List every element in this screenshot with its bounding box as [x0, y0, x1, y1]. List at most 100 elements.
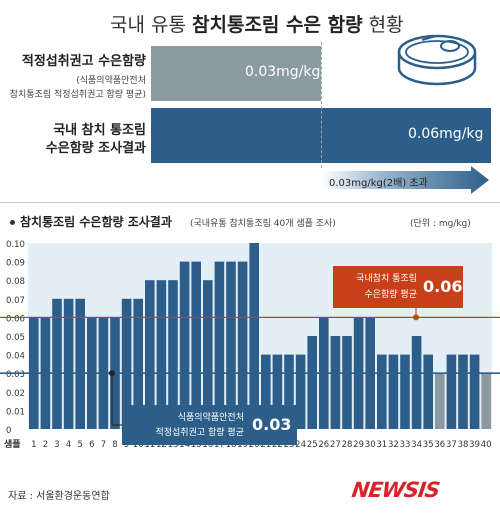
bar-sample-20	[249, 243, 259, 429]
x-tick-label: 18	[226, 440, 237, 450]
x-tick-label: 12	[156, 440, 167, 450]
bar-sample-16	[203, 280, 213, 429]
x-tick-label: 40	[481, 440, 492, 450]
x-tick-label: 13	[168, 440, 179, 450]
bar-sample-36	[435, 373, 445, 429]
bar-sample-39	[469, 354, 480, 429]
average-annotation-box: 국내참치 통조림 수은함량 평균 0.06	[333, 266, 463, 308]
x-tick-label: 14	[179, 440, 190, 450]
page-title: 국내 유통 참치통조림 수은 함량 현황	[110, 10, 404, 37]
y-tick-label: 0.02	[6, 389, 25, 399]
row1-sublabel-2: 참치통조림 적정섭취권고 함량 평균)	[9, 90, 146, 100]
section-title: 참치통조림 수은함량 조사결과	[20, 215, 172, 229]
y-tick-label: 0.03	[6, 370, 25, 380]
row2-label-1: 국내 참치 통조림	[53, 123, 146, 138]
bar-sample-40	[481, 373, 491, 429]
average-marker-dot	[413, 314, 419, 321]
bar-sample-38	[458, 354, 468, 429]
x-tick-label: 16	[202, 440, 213, 450]
x-tick-label: 32	[388, 440, 399, 450]
section-divider	[0, 202, 500, 203]
y-tick-label: 0.07	[6, 296, 25, 306]
recommended-annotation-box: 식품의약품안전처 적정섭취권고 함량 평균 0.03	[122, 405, 297, 445]
bar-sample-32	[388, 354, 399, 429]
x-tick-label: 6	[89, 440, 94, 450]
x-tick-label: 9	[124, 440, 129, 450]
bar-sample-13	[168, 280, 178, 429]
y-tick-label: 0.10	[6, 240, 25, 250]
section-bullet	[10, 220, 15, 225]
survey-bar-value: 0.06mg/kg	[408, 126, 484, 142]
bar-sample-21	[261, 354, 271, 429]
recommended-box-value: 0.03	[252, 415, 292, 434]
x-tick-label: 30	[365, 440, 376, 450]
tuna-can-icon	[397, 34, 477, 86]
y-tick-label: 0.09	[6, 259, 25, 269]
x-axis-label: 샘플	[4, 438, 21, 450]
x-tick-label: 17	[214, 440, 225, 450]
x-tick-label: 38	[458, 440, 469, 450]
bar-sample-31	[377, 354, 387, 429]
y-tick-label: 0.04	[6, 352, 25, 362]
bar-sample-15	[191, 261, 201, 429]
section-subtitle: (국내유통 참치통조림 40개 샘플 조사)	[190, 219, 336, 229]
x-tick-label: 20	[249, 440, 260, 450]
title-bold: 참치통조림 수은 함량	[192, 14, 363, 36]
bar-sample-19	[237, 261, 248, 429]
source-text: 자료 : 서울환경운동연합	[8, 491, 110, 502]
y-tick-label: 0.06	[6, 314, 25, 324]
bar-sample-4	[63, 298, 74, 429]
x-tick-label: 33	[400, 440, 411, 450]
bar-sample-12	[156, 280, 167, 429]
row1-label: 적정섭취권고 수은함량	[21, 54, 146, 69]
x-tick-label: 15	[191, 440, 202, 450]
bar-sample-3	[52, 298, 62, 429]
recommended-bar-value: 0.03mg/kg	[245, 64, 321, 80]
unit-label: (단위 : mg/kg)	[410, 219, 471, 229]
x-tick-label: 8	[112, 440, 117, 450]
recommended-marker-dot	[109, 370, 115, 377]
bar-sample-27	[330, 336, 341, 429]
x-tick-label: 22	[272, 440, 283, 450]
x-tick-label: 7	[101, 440, 106, 450]
x-tick-label: 37	[446, 440, 457, 450]
x-tick-label: 39	[469, 440, 480, 450]
bar-sample-18	[226, 261, 236, 429]
title-prefix: 국내 유통	[110, 14, 192, 36]
average-box-value: 0.06	[423, 277, 463, 296]
bar-sample-35	[423, 354, 433, 429]
x-tick-label: 10	[133, 440, 144, 450]
y-tick-label: 0.08	[6, 277, 25, 287]
bar-sample-22	[272, 354, 283, 429]
recommended-connector	[111, 373, 122, 426]
half-divider	[321, 42, 322, 168]
bar-sample-10	[133, 298, 143, 429]
bar-sample-37	[446, 354, 457, 429]
newsis-logo: NEWSIS	[350, 478, 441, 502]
y-tick-label: 0.01	[6, 407, 25, 417]
recommended-box-label-1: 식품의약품안전처	[177, 413, 244, 423]
bar-sample-11	[145, 280, 155, 429]
x-tick-label: 35	[423, 440, 434, 450]
y-tick-label: 0.05	[6, 333, 25, 343]
x-tick-label: 24	[295, 440, 306, 450]
exceed-arrow-text: 0.03mg/kg(2배) 초과	[329, 178, 428, 189]
x-tick-label: 28	[342, 440, 353, 450]
x-tick-label: 19	[237, 440, 248, 450]
x-tick-label: 5	[77, 440, 82, 450]
recommended-bar	[151, 46, 321, 101]
x-tick-label: 3	[54, 440, 59, 450]
bar-sample-24	[295, 354, 306, 429]
row1-sublabel-1: (식품의약품안전처	[76, 76, 146, 86]
x-tick-label: 34	[411, 440, 422, 450]
x-tick-label: 31	[376, 440, 387, 450]
bar-sample-5	[75, 298, 85, 429]
x-tick-label: 29	[353, 440, 364, 450]
bar-sample-34	[411, 336, 422, 429]
bar-sample-25	[307, 336, 317, 429]
x-tick-label: 21	[260, 440, 271, 450]
x-tick-label: 4	[66, 440, 71, 450]
bar-sample-9	[121, 298, 132, 429]
x-tick-label: 25	[307, 440, 318, 450]
x-tick-label: 36	[434, 440, 445, 450]
